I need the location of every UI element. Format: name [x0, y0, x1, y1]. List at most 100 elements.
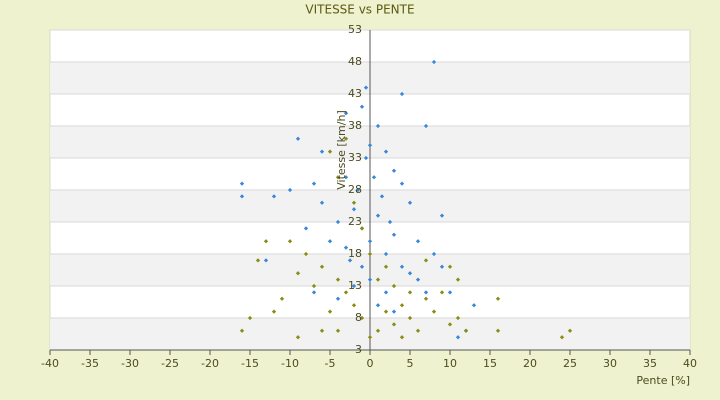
data-point [391, 322, 397, 327]
data-point [423, 296, 429, 301]
data-point [347, 258, 353, 263]
x-axis-title: Pente [%] [636, 374, 690, 387]
data-point [247, 315, 253, 321]
y-tick-label: 18 [348, 247, 362, 260]
data-point [343, 290, 349, 295]
y-tick-label: 38 [348, 119, 362, 132]
data-point [367, 239, 373, 244]
data-point [375, 213, 381, 218]
data-point [355, 187, 361, 193]
data-point [351, 200, 357, 205]
data-point [375, 303, 381, 308]
y-axis-title: Vitesse [km/h] [335, 110, 348, 190]
data-point [271, 309, 277, 314]
data-point [439, 264, 445, 269]
x-tick-label: 20 [523, 357, 537, 370]
data-point [295, 136, 301, 141]
data-point [399, 303, 405, 308]
data-point [343, 136, 349, 141]
data-point [319, 149, 325, 154]
data-point [319, 328, 325, 333]
x-tick-label: -25 [161, 357, 179, 370]
x-tick-label: -10 [281, 357, 299, 370]
data-point [399, 181, 405, 186]
y-tick-label: 23 [348, 215, 362, 228]
data-point [319, 200, 325, 205]
data-point [559, 335, 565, 340]
data-point [287, 187, 293, 193]
data-point [271, 194, 277, 199]
data-point [387, 219, 393, 225]
data-point [399, 335, 405, 340]
data-point [431, 251, 437, 257]
data-point [327, 239, 333, 244]
x-tick-label: -35 [81, 357, 99, 370]
data-point [495, 328, 501, 333]
data-point [407, 200, 413, 205]
data-point [351, 283, 357, 289]
data-point [335, 328, 341, 333]
data-point [363, 155, 369, 161]
x-tick-label: -5 [325, 357, 336, 370]
data-point [263, 239, 269, 244]
data-point [239, 181, 245, 186]
y-tick-label: 28 [348, 183, 362, 196]
data-point [335, 277, 341, 282]
x-tick-label: 35 [643, 357, 657, 370]
data-point [279, 296, 285, 301]
x-tick-label: 15 [483, 357, 497, 370]
data-point [383, 309, 389, 314]
data-point [239, 194, 245, 199]
x-tick-label: 30 [603, 357, 617, 370]
data-point [295, 335, 301, 340]
data-point [343, 245, 349, 250]
data-point [415, 239, 421, 244]
data-point [311, 283, 317, 289]
data-point [367, 251, 373, 257]
data-point [383, 290, 389, 295]
x-tick-label: 25 [563, 357, 577, 370]
data-point [351, 207, 357, 212]
data-point [495, 296, 501, 301]
x-tick-label: 40 [683, 357, 697, 370]
data-point [391, 283, 397, 289]
data-point [367, 335, 373, 340]
data-point [447, 322, 453, 327]
data-point [255, 258, 261, 263]
y-tick-label: 3 [355, 343, 362, 356]
data-point [455, 277, 461, 282]
data-point [239, 328, 245, 333]
data-point [455, 315, 461, 321]
data-point [359, 264, 365, 269]
data-point [391, 168, 397, 173]
data-point [303, 226, 309, 231]
y-tick-label: 13 [348, 279, 362, 292]
x-tick-label: 10 [443, 357, 457, 370]
chart-title: VITESSE vs PENTE [305, 3, 414, 17]
data-point [335, 219, 341, 225]
data-point [383, 264, 389, 269]
data-point [415, 328, 421, 333]
data-point [455, 335, 461, 340]
data-point [407, 290, 413, 295]
data-point [351, 303, 357, 308]
data-point [335, 175, 341, 180]
data-point [415, 277, 421, 282]
data-point [431, 309, 437, 314]
data-point [295, 271, 301, 276]
x-tick-label: -40 [41, 357, 59, 370]
x-tick-label: -15 [241, 357, 259, 370]
y-tick-label: 43 [348, 87, 362, 100]
data-point [391, 232, 397, 237]
data-point [423, 258, 429, 263]
data-point [391, 309, 397, 314]
data-point [371, 175, 377, 180]
data-point [439, 213, 445, 218]
data-point [311, 181, 317, 186]
data-point [407, 315, 413, 321]
data-point [407, 271, 413, 276]
y-tick-label: 33 [348, 151, 362, 164]
y-tick-label: 48 [348, 55, 362, 68]
data-point [383, 251, 389, 257]
